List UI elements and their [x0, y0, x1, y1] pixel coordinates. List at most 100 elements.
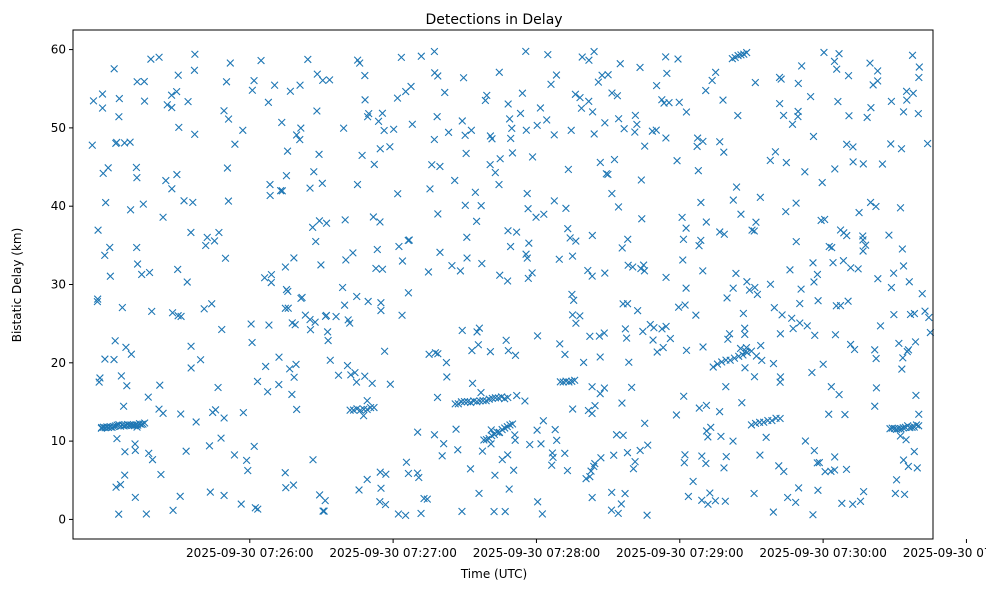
data-point	[504, 278, 511, 285]
plot-frame	[73, 30, 933, 539]
data-point	[654, 349, 661, 356]
data-point	[632, 112, 639, 119]
data-point	[191, 131, 198, 138]
data-point	[681, 459, 688, 466]
data-point	[177, 493, 184, 500]
data-point	[133, 244, 140, 251]
data-point	[910, 90, 917, 97]
data-point	[122, 448, 129, 455]
data-point	[730, 438, 737, 445]
data-point	[589, 494, 596, 501]
data-point	[507, 135, 514, 142]
data-point	[784, 494, 791, 501]
data-point	[912, 338, 919, 345]
data-point	[733, 184, 740, 191]
data-point	[726, 330, 733, 337]
data-point	[467, 465, 474, 472]
data-point	[381, 348, 388, 355]
data-point	[597, 159, 604, 166]
data-point	[846, 112, 853, 119]
data-point	[845, 298, 852, 305]
data-point	[293, 361, 300, 368]
data-point	[114, 435, 121, 442]
data-point	[770, 360, 777, 367]
data-point	[156, 54, 163, 61]
data-point	[353, 379, 360, 386]
data-point	[505, 347, 512, 354]
data-point	[258, 57, 265, 64]
data-point	[613, 431, 620, 438]
data-point	[519, 90, 526, 97]
data-point	[770, 509, 777, 516]
data-point	[513, 229, 520, 236]
data-point	[576, 312, 583, 319]
data-point	[573, 320, 580, 327]
data-point	[543, 117, 550, 124]
data-point	[188, 343, 195, 350]
data-point	[469, 380, 476, 387]
data-point	[506, 486, 513, 493]
data-point	[427, 185, 434, 192]
data-point	[706, 490, 713, 497]
data-point	[804, 322, 811, 329]
data-point	[698, 497, 705, 504]
data-point	[227, 60, 234, 67]
data-point	[463, 234, 470, 241]
data-point	[309, 224, 316, 231]
data-point	[553, 72, 560, 79]
data-point	[510, 467, 517, 474]
data-point	[592, 402, 599, 409]
data-point	[90, 97, 97, 104]
data-point	[431, 48, 438, 55]
data-point	[316, 492, 323, 499]
data-point	[141, 78, 148, 85]
data-point	[231, 452, 238, 459]
data-point	[808, 369, 815, 376]
data-point	[364, 397, 371, 404]
data-point	[265, 99, 272, 106]
data-point	[290, 482, 297, 489]
data-point	[119, 304, 126, 311]
data-point	[776, 100, 783, 107]
data-point	[475, 341, 482, 348]
data-point	[118, 373, 125, 380]
data-point	[682, 302, 689, 309]
data-point	[476, 490, 483, 497]
data-point	[679, 257, 686, 264]
data-point	[133, 174, 140, 181]
data-point	[815, 487, 822, 494]
data-point	[589, 273, 596, 280]
x-tick-label: 2025-09-30 07:26:00	[186, 546, 313, 560]
data-point	[439, 452, 446, 459]
data-point	[751, 490, 758, 497]
data-point	[720, 97, 727, 104]
data-point	[798, 286, 805, 293]
data-point	[371, 161, 378, 168]
data-point	[811, 279, 818, 286]
data-point	[874, 68, 881, 75]
y-tick-label: 0	[58, 512, 66, 526]
data-point	[99, 91, 106, 98]
data-point	[316, 151, 323, 158]
data-point	[505, 101, 512, 108]
data-point	[370, 214, 377, 221]
data-point	[916, 64, 923, 71]
data-point	[324, 328, 331, 335]
data-point	[698, 453, 705, 460]
data-point	[487, 348, 494, 355]
data-point	[356, 487, 363, 494]
data-point	[615, 204, 622, 211]
data-point	[431, 431, 438, 438]
data-point	[267, 181, 274, 188]
data-point	[517, 110, 524, 117]
data-point	[666, 99, 673, 106]
data-point	[915, 110, 922, 117]
data-point	[127, 139, 134, 146]
data-point	[589, 410, 596, 417]
data-point	[749, 227, 756, 234]
data-point	[123, 382, 130, 389]
data-point	[387, 381, 394, 388]
data-point	[625, 359, 632, 366]
data-point	[275, 381, 282, 388]
data-point	[522, 48, 529, 55]
